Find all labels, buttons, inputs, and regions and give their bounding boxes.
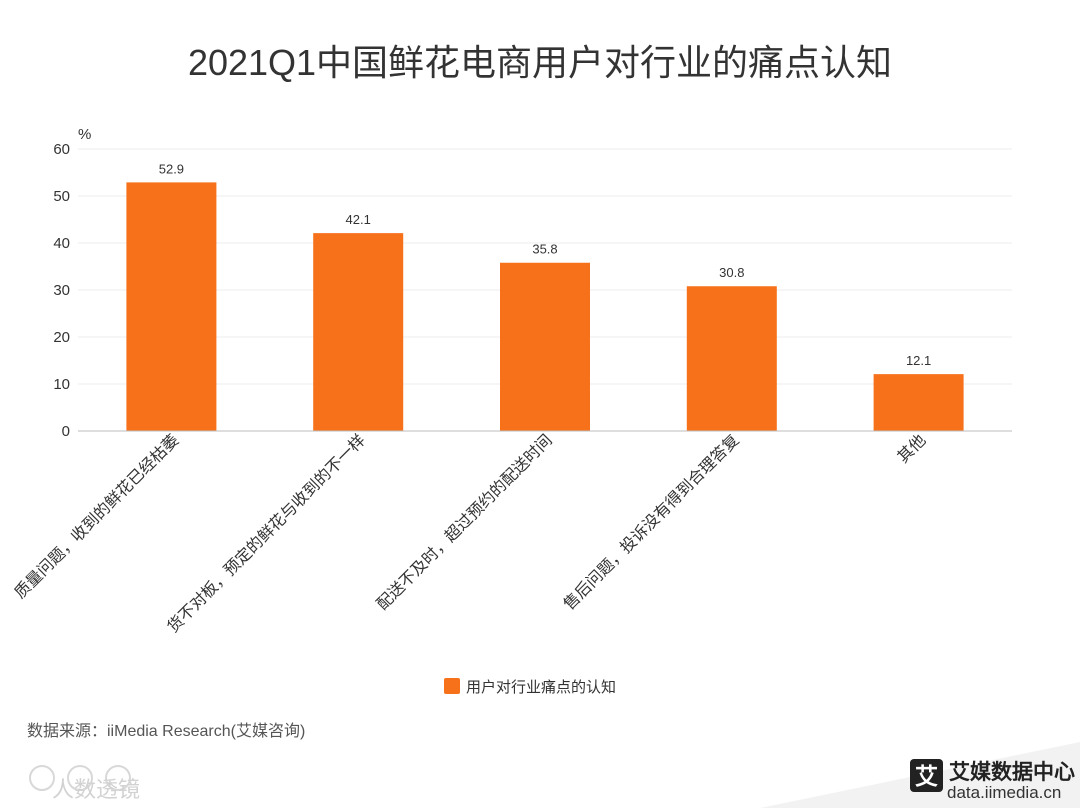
data-label: 42.1 (346, 212, 371, 227)
data-label: 35.8 (532, 242, 557, 257)
bar (873, 374, 964, 431)
brand-icon-char: 艾 (915, 763, 938, 789)
y-tick-label: 30 (53, 282, 70, 299)
y-tick-label: 0 (62, 423, 70, 440)
person-icon (105, 765, 131, 791)
bar (686, 286, 777, 431)
cc-icon (29, 765, 55, 791)
watermark: 人数透镜 (29, 765, 140, 802)
cc-icon (67, 765, 93, 791)
legend-swatch (444, 678, 460, 694)
data-labels: 52.9 42.1 35.8 30.8 12.1 (159, 161, 932, 368)
y-tick-label: 10 (53, 376, 70, 393)
y-tick-label: 40 (53, 235, 70, 252)
bars (126, 182, 964, 431)
brand-icon (910, 759, 943, 792)
y-tick-label: 20 (53, 329, 70, 346)
category-label: 售后问题，投诉没有得到合理答复 (560, 431, 742, 613)
brand-name: 艾媒数据中心 (949, 760, 1075, 784)
brand-logo: 艾 艾媒数据中心 data.iimedia.cn (760, 742, 1080, 808)
bar (126, 182, 217, 431)
data-label: 12.1 (906, 353, 931, 368)
y-axis-unit: % (78, 126, 91, 143)
bar (500, 262, 590, 431)
watermark-text: 人数透镜 (52, 777, 140, 802)
y-tick-label: 50 (53, 188, 70, 205)
brand-url: data.iimedia.cn (947, 783, 1061, 802)
category-label: 配送不及时，超过预约的配送时间 (373, 431, 555, 613)
category-label: 其他 (894, 431, 929, 466)
y-axis-ticks: 0 10 20 30 40 50 60 (53, 141, 70, 440)
legend-label: 用户对行业痛点的认知 (466, 679, 616, 696)
category-label: 质量问题，收到的鲜花已经枯萎 (11, 431, 182, 602)
y-tick-label: 60 (53, 141, 70, 158)
data-label: 30.8 (719, 265, 744, 280)
chart-title: 2021Q1中国鲜花电商用户对行业的痛点认知 (188, 42, 892, 83)
source-note: 数据来源：iiMedia Research(艾媒咨询) (27, 722, 305, 740)
category-label: 货不对板，预定的鲜花与收到的不一样 (164, 431, 369, 636)
bar (313, 233, 404, 431)
data-label: 52.9 (159, 161, 184, 176)
legend: 用户对行业痛点的认知 (444, 678, 616, 696)
